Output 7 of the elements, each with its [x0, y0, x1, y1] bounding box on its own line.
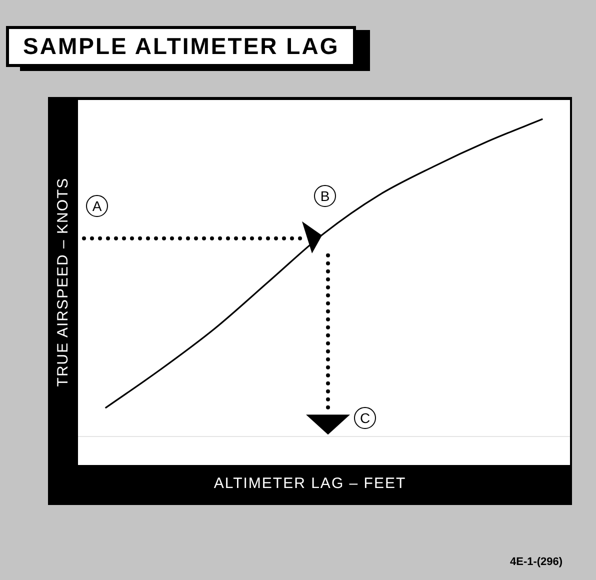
chart-title: SAMPLE ALTIMETER LAG	[6, 26, 356, 67]
annotation: C	[354, 406, 376, 429]
annotation: A	[86, 195, 108, 218]
annotation: B	[314, 185, 336, 208]
x-axis-title: ALTIMETER LAG – FEET	[212, 475, 408, 492]
y-axis-title: TRUE AIRSPEED – KNOTS	[54, 177, 72, 387]
text: 4E-1-(296)	[510, 556, 563, 568]
